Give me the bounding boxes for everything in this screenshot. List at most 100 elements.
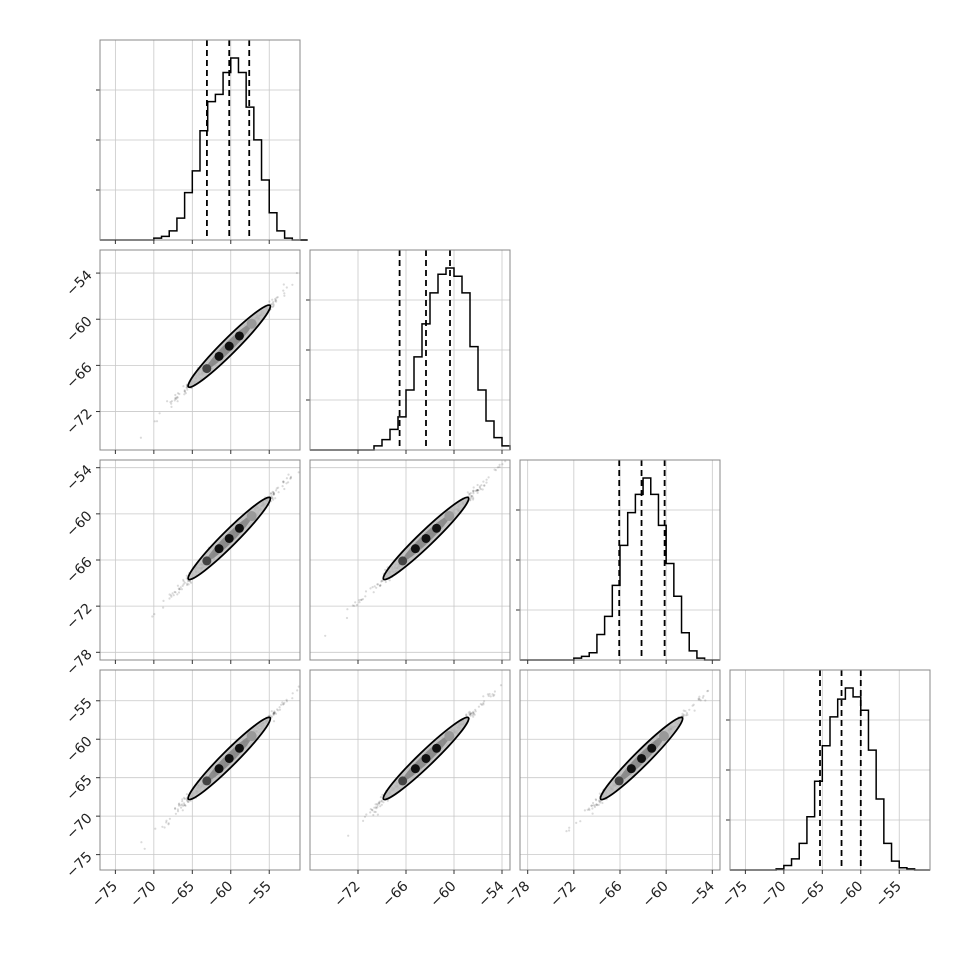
scatter-point [355,603,358,607]
scatter-point [479,702,482,706]
scatter-point [351,604,354,607]
scatter-point [168,817,171,820]
scatter-point [472,498,475,501]
scatter-point [277,709,280,712]
density-peak [637,753,647,763]
scatter-point [287,481,290,484]
scatter-point [492,694,495,698]
scatter-point [476,491,479,494]
scatter-point [376,806,379,809]
scatter-point [380,799,383,802]
scatter-point [469,712,473,715]
scatter-point [595,799,598,802]
scatter-point [280,703,283,706]
scatter-point [474,708,477,711]
scatter-point [272,303,275,306]
scatter-point [478,485,481,488]
scatter-point [483,484,486,487]
density-peak [224,753,234,763]
scatter-panel-3-0 [96,669,301,874]
x-tick-label: −70 [127,878,159,910]
histogram-step [520,477,720,661]
x-tick-label: −55 [873,878,905,910]
scatter-point [371,808,374,811]
scatter-point [182,385,185,388]
scatter-point [472,710,475,713]
scatter-point [177,591,181,594]
scatter-point [271,490,274,493]
scatter-point [179,586,182,589]
scatter-point [377,801,380,805]
scatter-point [697,698,700,701]
scatter-point [373,585,376,588]
scatter-point [478,486,481,489]
scatter-point [291,697,294,700]
scatter-point [360,598,363,601]
scatter-point [274,497,277,500]
y-tick-label: −65 [63,772,95,804]
density-peak [246,511,257,522]
scatter-point [488,692,491,696]
scatter-point [587,807,591,810]
density-peak [214,764,224,774]
scatter-point [167,822,170,825]
scatter-point [171,592,174,595]
scatter-panel-3-1 [309,669,511,874]
density-peak [658,731,669,742]
scatter-point [273,710,276,713]
scatter-point [477,489,480,492]
scatter-point [493,693,496,697]
scatter-point [376,802,379,806]
scatter-point [473,713,476,716]
scatter-point [270,303,273,306]
scatter-point [271,496,274,499]
density-peak [421,533,431,543]
scatter-point [682,709,685,712]
scatter-point [174,591,177,594]
scatter-point [180,588,183,591]
density-peak [410,764,420,774]
scatter-point [276,708,279,711]
scatter-point [153,613,156,616]
scatter-point [272,712,275,715]
scatter-point [469,712,472,715]
x-tick-label: −65 [166,878,198,910]
scatter-point [140,841,143,844]
scatter-point [291,283,294,286]
scatter-point [181,798,184,801]
scatter-point [474,489,477,492]
scatter-point [281,485,284,488]
panel-frame [309,459,511,661]
scatter-point [465,713,468,716]
scatter-point [182,796,186,800]
scatter-point [353,604,356,607]
scatter-point [682,713,686,716]
scatter-point [289,475,293,478]
scatter-point [169,401,172,404]
scatter-point [483,484,486,487]
scatter-point [475,489,478,492]
scatter-point [282,480,285,483]
scatter-point [369,808,372,811]
scatter-point [162,599,165,603]
scatter-point [272,720,276,723]
scatter-point [180,806,183,809]
scatter-point [176,808,179,811]
scatter-point [183,389,186,392]
scatter-point [592,804,595,807]
scatter-point [699,699,702,702]
scatter-point [277,486,280,489]
scatter-point [285,482,288,485]
scatter-point [283,487,286,491]
scatter-point [153,420,156,423]
scatter-point [189,580,192,583]
scatter-point [287,473,290,476]
y-tick-label: −54 [63,267,95,299]
scatter-point [282,481,285,484]
scatter-point [282,703,285,706]
scatter-point [379,584,382,587]
density-peak [234,523,244,533]
scatter-point [472,497,475,500]
density-peak [214,544,224,554]
scatter-point [272,491,275,494]
